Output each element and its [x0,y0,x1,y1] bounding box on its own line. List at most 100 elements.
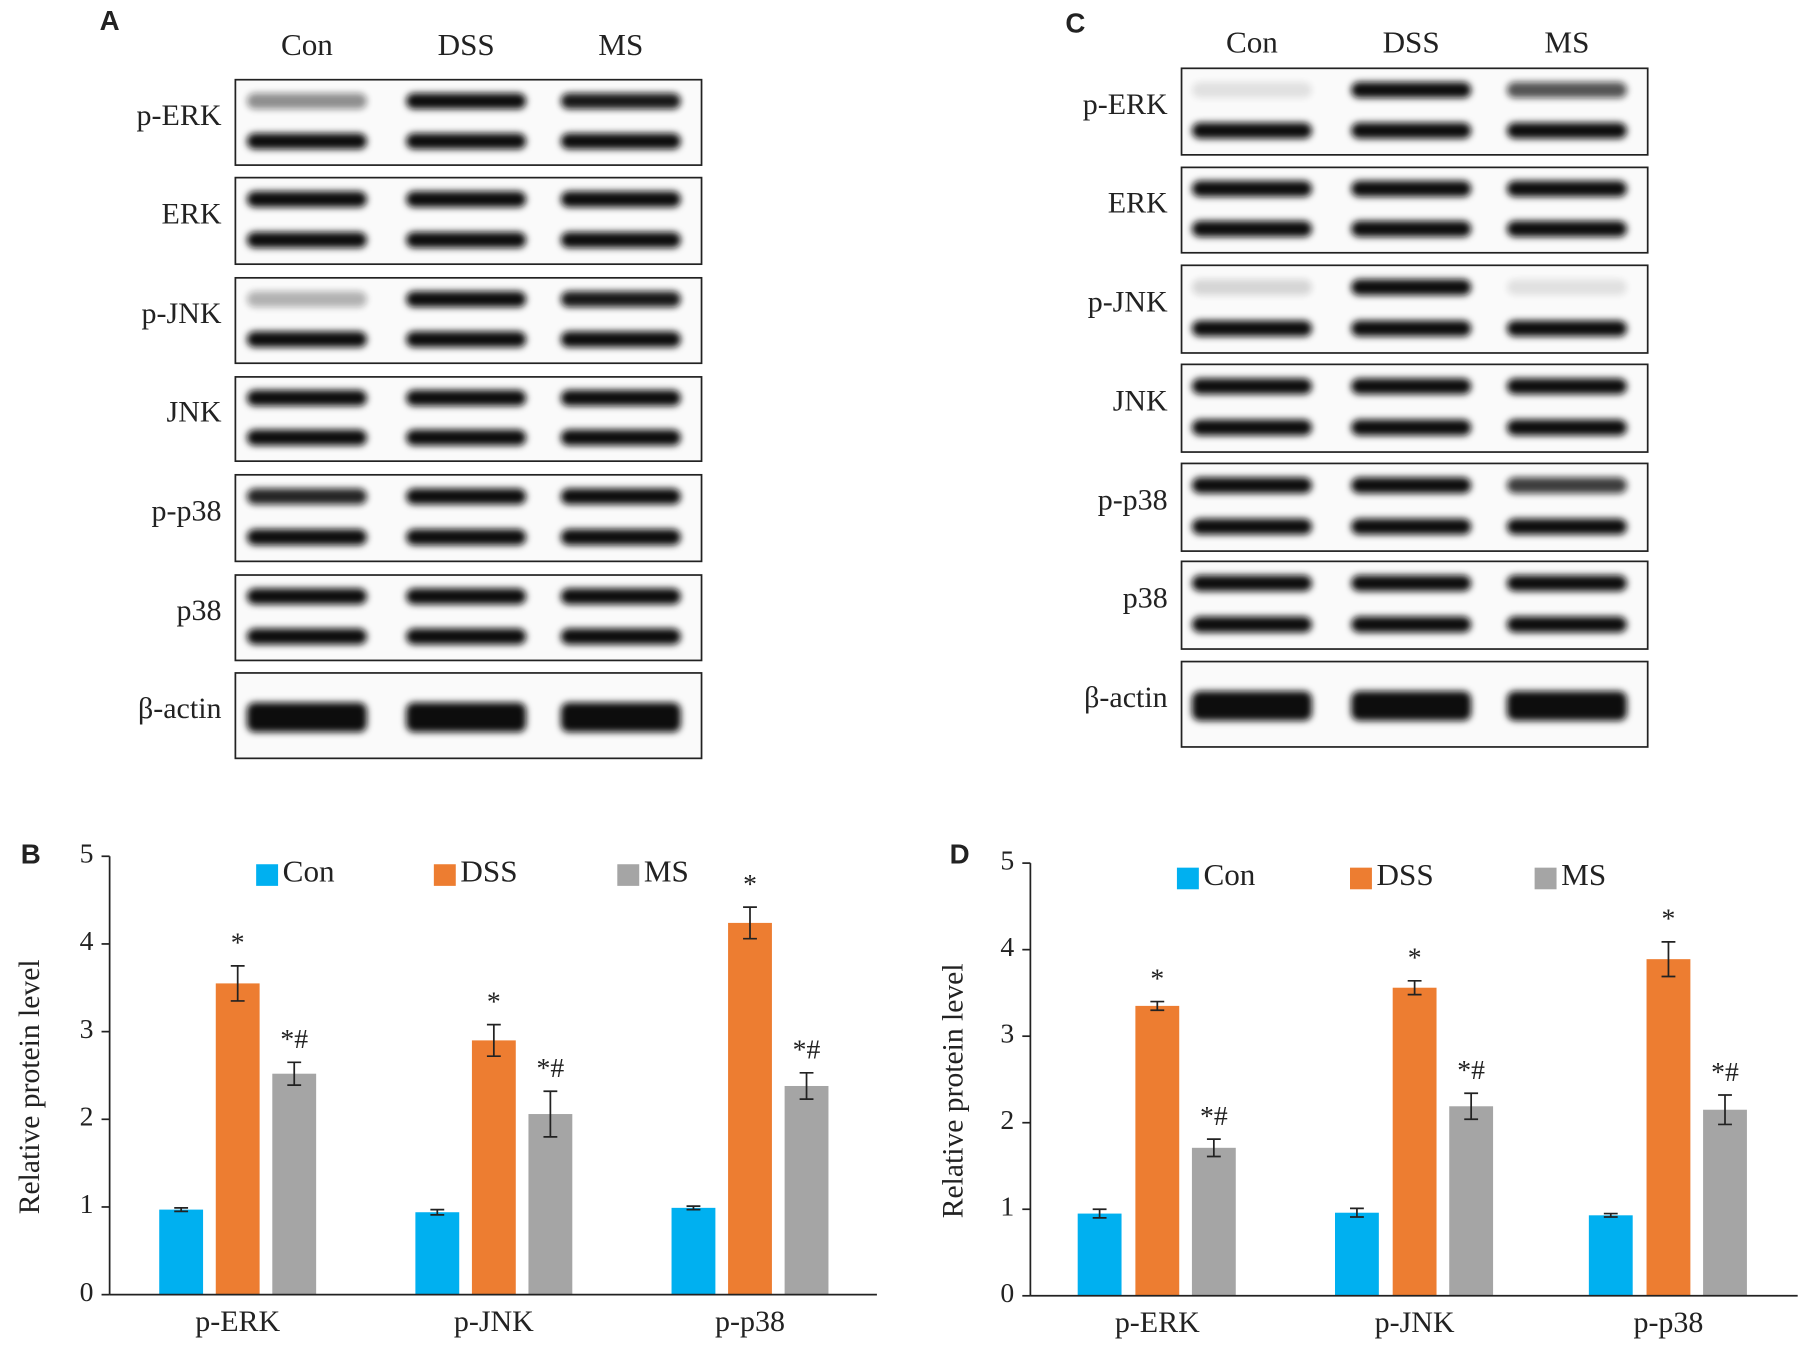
x-tick-label: p-p38 [1633,1306,1703,1339]
annotation: *# [280,1023,308,1054]
blot-box [234,176,703,266]
legend-label: MS [644,854,689,889]
blot-box [1180,363,1649,453]
error-bar [174,1206,189,1213]
band [560,191,681,208]
band [1191,378,1312,395]
band [1351,477,1472,494]
bar [1703,1109,1747,1296]
bar [728,922,772,1295]
bar [159,1209,204,1295]
blot-box [1180,560,1649,650]
band [1351,320,1472,337]
annotation: *# [1200,1100,1228,1131]
band [246,628,367,645]
band [560,389,681,406]
band [1191,477,1312,494]
bar [1588,1215,1633,1296]
row-label: β-actin [1084,681,1168,714]
error-bar [1407,979,1422,996]
bar [272,1073,317,1295]
blot-box [234,276,703,365]
error-bar [1661,940,1676,978]
annotation: * [487,986,501,1017]
band [246,588,367,605]
panel-label: B [21,839,41,870]
bar [471,1040,516,1295]
y-tick-label: 2 [1000,1104,1014,1135]
band [1506,575,1627,592]
legend-swatch [1534,867,1557,890]
error-bar [230,965,245,1002]
band [1506,378,1627,395]
row-label: p-JNK [142,297,222,330]
band [1191,419,1312,436]
x-tick-label: p-ERK [1115,1306,1200,1339]
annotation: *# [537,1052,565,1083]
legend-swatch [617,864,640,886]
row-label: p-ERK [1083,88,1168,121]
band [246,331,367,348]
band [560,429,681,446]
y-tick-label: 5 [1000,845,1014,876]
band [406,93,527,110]
band [1191,122,1312,139]
band [1506,81,1627,98]
band [560,133,681,150]
error-bar [1206,1138,1221,1158]
band [406,429,527,446]
band [406,389,527,406]
bar [1646,959,1691,1296]
y-axis-label: Relative protein level [936,963,969,1218]
row-label: JNK [167,396,222,429]
row-label: ERK [162,198,222,231]
error-bar [1464,1092,1479,1121]
error-bar [1718,1094,1732,1126]
legend-swatch [256,864,279,886]
band [246,231,367,248]
band [1351,180,1472,197]
band [1506,122,1627,139]
error-bar [1603,1212,1618,1218]
band [1351,419,1472,436]
band [1191,81,1312,98]
y-tick-label: 0 [1000,1277,1014,1308]
y-tick-label: 3 [80,1013,94,1044]
band [1351,575,1472,592]
y-tick-label: 1 [1000,1191,1014,1222]
band [1351,122,1472,139]
y-tick-label: 4 [80,925,94,956]
legend-label: Con [283,854,335,889]
band [560,231,681,248]
blot-box [234,78,703,166]
band [560,529,681,546]
band [1506,180,1627,197]
error-bar [430,1208,445,1216]
annotation: *# [1457,1054,1485,1085]
annotation: *# [1711,1056,1739,1087]
band [1506,691,1627,721]
lane-label: DSS [438,27,495,62]
band [1191,320,1312,337]
row-label: p38 [1123,582,1168,615]
band [1191,279,1312,296]
blot-box [234,574,703,662]
band [406,291,527,308]
band [1191,575,1312,592]
bar [1077,1213,1122,1296]
error-bar [543,1090,558,1138]
band [246,389,367,406]
error-bar [1150,1000,1165,1012]
band [560,488,681,505]
blot-box [1180,462,1649,552]
blot-box [234,473,703,563]
band [406,488,527,505]
lane-label: MS [598,27,643,62]
band [560,331,681,348]
band [1506,616,1627,633]
band [246,702,367,733]
band [560,588,681,605]
band [1191,616,1312,633]
bar [784,1085,829,1295]
band [1506,419,1627,436]
